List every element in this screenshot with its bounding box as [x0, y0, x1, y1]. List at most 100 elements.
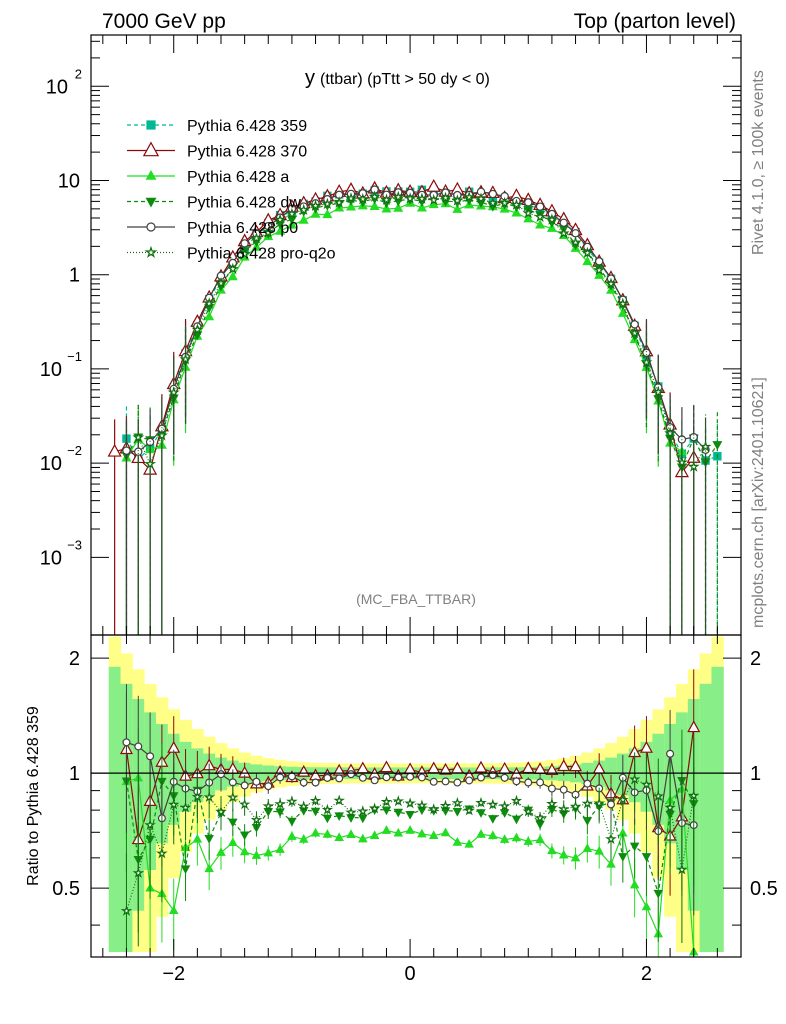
marker — [452, 203, 463, 213]
marker — [310, 827, 321, 837]
y-tick-base: 10 — [40, 359, 62, 381]
marker — [416, 202, 427, 212]
marker — [652, 385, 665, 398]
y-tick-label: 2 10 — [46, 66, 82, 98]
band-green — [711, 666, 724, 953]
marker — [345, 806, 357, 818]
marker — [356, 192, 369, 205]
main-series-group — [107, 178, 723, 635]
y-tick-exp: 2 — [75, 66, 82, 81]
y-tick-label: −1 10 — [40, 349, 82, 381]
legend-label: Pythia 6.428 370 — [187, 144, 307, 161]
marker — [451, 194, 464, 206]
marker — [699, 440, 712, 452]
marker — [475, 796, 487, 808]
marker — [616, 297, 629, 309]
marker — [500, 773, 509, 782]
marker — [429, 777, 438, 786]
marker — [486, 196, 499, 209]
marker — [581, 797, 594, 809]
marker — [463, 190, 476, 203]
marker — [203, 297, 216, 309]
marker — [239, 846, 250, 856]
marker — [640, 356, 653, 368]
marker — [628, 326, 641, 339]
marker — [452, 808, 463, 817]
x-tick-label: 0 — [405, 963, 416, 985]
plot-title: y (ttbar) (pTtt > 50 dy < 0) — [305, 67, 490, 89]
marker — [510, 198, 523, 210]
band-green — [699, 683, 712, 953]
marker — [392, 795, 405, 807]
marker — [263, 847, 274, 857]
marker — [546, 797, 558, 809]
legend-label: Pythia 6.428 dw — [187, 195, 301, 212]
marker — [334, 832, 344, 841]
marker — [464, 838, 474, 848]
marker — [536, 778, 545, 787]
y-tick-label: 10 — [58, 170, 80, 192]
plot-title-sub: (ttbar) (pTtt > 50 dy < 0) — [320, 71, 490, 88]
marker — [593, 797, 606, 809]
marker — [510, 794, 523, 806]
marker — [593, 263, 606, 276]
y-tick-base: 10 — [40, 453, 62, 475]
marker — [167, 386, 180, 398]
marker — [569, 759, 583, 772]
marker — [557, 226, 570, 239]
marker — [535, 834, 545, 844]
marker — [368, 190, 381, 202]
marker — [406, 772, 415, 781]
marker — [451, 796, 464, 808]
marker — [122, 738, 131, 747]
marker — [547, 784, 556, 793]
marker — [168, 905, 179, 914]
marker — [287, 817, 297, 827]
marker — [547, 845, 557, 855]
marker — [275, 844, 285, 853]
marker — [264, 782, 273, 791]
legend-label: Pythia 6.428 pro-q2o — [187, 246, 336, 263]
marker — [238, 247, 251, 260]
marker — [122, 446, 131, 455]
marker — [215, 805, 227, 817]
marker — [569, 800, 582, 812]
marker — [134, 447, 143, 456]
marker — [204, 311, 215, 321]
rivet-label: Rivet 4.1.0, ≥ 100k events — [750, 70, 767, 255]
marker — [240, 781, 249, 790]
marker — [476, 829, 486, 838]
marker — [477, 773, 486, 782]
marker — [524, 778, 533, 787]
ratio-series-pythia-6-428-pro-q2o — [120, 737, 700, 957]
marker — [581, 246, 594, 259]
marker — [167, 798, 180, 810]
marker — [535, 219, 546, 229]
marker — [204, 835, 214, 844]
marker — [369, 200, 380, 210]
marker — [570, 852, 581, 862]
marker — [712, 441, 723, 451]
marker — [641, 901, 652, 911]
marker — [144, 245, 158, 259]
marker — [311, 778, 320, 787]
marker — [369, 830, 380, 839]
marker — [474, 760, 488, 773]
marker — [392, 190, 405, 203]
marker — [274, 213, 287, 225]
ratio-y-tick-label-right: 2 — [750, 648, 761, 670]
marker — [226, 262, 239, 275]
marker — [534, 812, 546, 824]
plot-title-main: y — [305, 67, 315, 89]
marker — [499, 834, 510, 843]
marker — [641, 853, 652, 862]
marker — [687, 460, 700, 472]
marker — [427, 193, 440, 206]
marker — [426, 178, 441, 192]
marker — [192, 833, 203, 843]
marker — [262, 226, 275, 238]
marker — [545, 763, 559, 775]
marker — [299, 778, 308, 787]
marker — [629, 842, 640, 852]
